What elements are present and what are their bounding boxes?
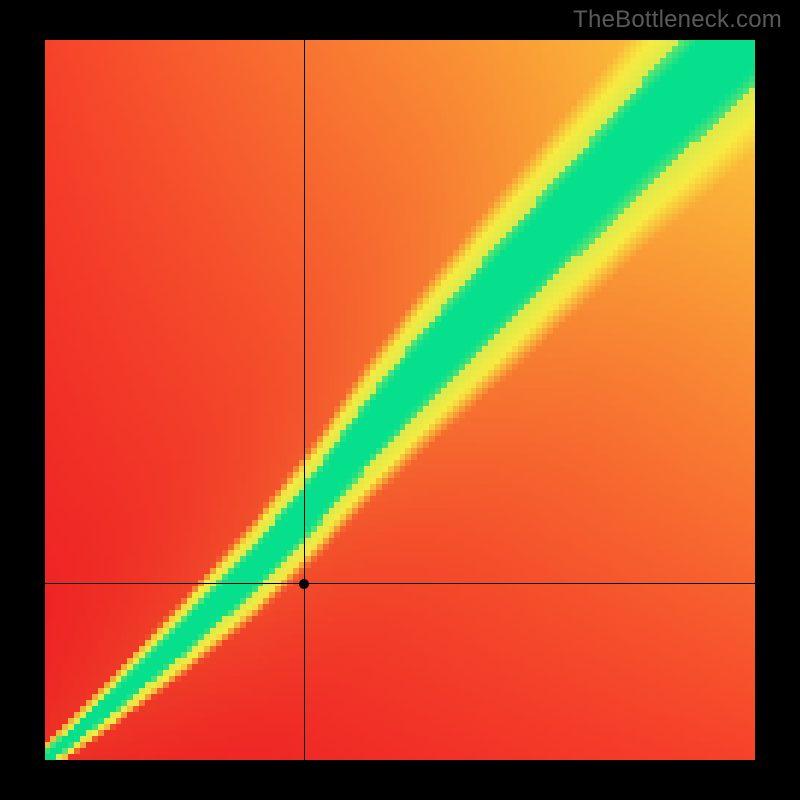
crosshair-vertical [304,40,305,760]
bottleneck-heatmap [45,40,755,760]
crosshair-horizontal [45,583,755,584]
watermark-text: TheBottleneck.com [573,6,782,34]
stage: TheBottleneck.com [0,0,800,800]
crosshair-marker [299,579,309,589]
